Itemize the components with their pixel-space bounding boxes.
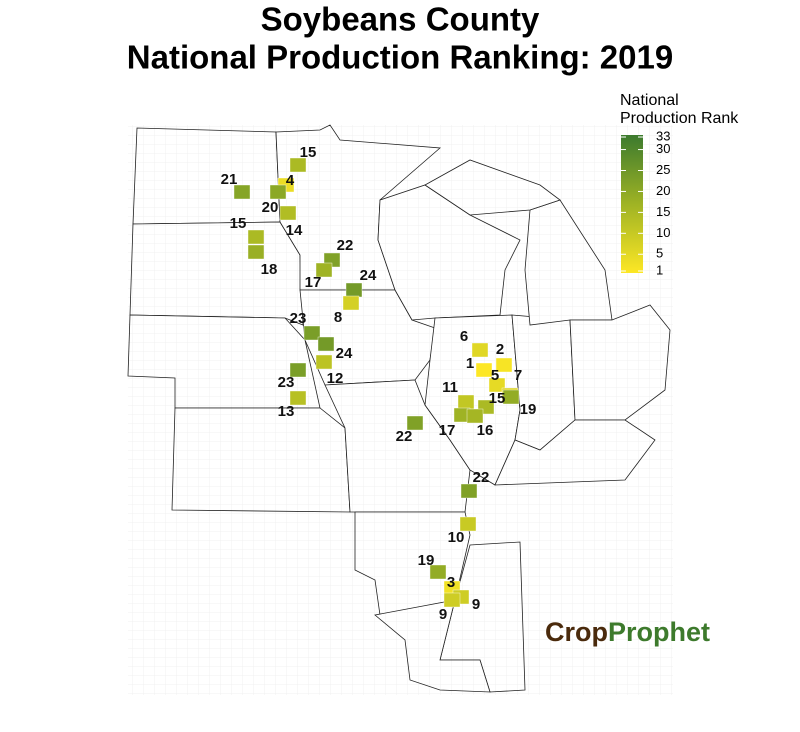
rank-label: 3 bbox=[447, 574, 455, 591]
legend-tick-label: 33 bbox=[656, 128, 670, 143]
county bbox=[345, 282, 363, 298]
county bbox=[471, 342, 489, 358]
legend-tick-label: 10 bbox=[656, 225, 670, 240]
logo: CropProphet bbox=[545, 617, 710, 647]
county bbox=[289, 362, 307, 378]
county bbox=[495, 357, 513, 373]
rank-label: 23 bbox=[278, 374, 295, 391]
rank-label: 19 bbox=[520, 401, 537, 418]
rank-label: 22 bbox=[396, 428, 413, 445]
title-line: National Production Ranking: 2019 bbox=[127, 39, 673, 76]
county bbox=[443, 592, 461, 608]
rank-label: 15 bbox=[230, 215, 247, 232]
rank-label: 24 bbox=[336, 345, 353, 362]
county bbox=[247, 229, 265, 245]
rank-label: 9 bbox=[472, 596, 480, 613]
county bbox=[460, 483, 478, 499]
county bbox=[279, 205, 297, 221]
county bbox=[289, 390, 307, 406]
county bbox=[466, 408, 484, 424]
rank-label: 5 bbox=[491, 367, 499, 384]
rank-label: 2 bbox=[496, 341, 504, 358]
color-bar bbox=[621, 135, 643, 273]
rank-label: 23 bbox=[290, 310, 307, 327]
rank-label: 9 bbox=[439, 606, 447, 623]
rank-label: 15 bbox=[300, 144, 317, 161]
rank-label: 10 bbox=[448, 529, 465, 546]
county bbox=[488, 377, 506, 393]
rank-label: 24 bbox=[360, 267, 377, 284]
county bbox=[317, 336, 335, 352]
county bbox=[269, 184, 287, 200]
rank-label: 22 bbox=[337, 237, 354, 254]
rank-label: 17 bbox=[439, 422, 456, 439]
county bbox=[233, 184, 251, 200]
county-grid bbox=[128, 125, 673, 695]
rank-label: 17 bbox=[305, 274, 322, 291]
county bbox=[315, 354, 333, 370]
legend-title: National bbox=[620, 92, 679, 109]
logo-part: Crop bbox=[545, 617, 608, 647]
rank-label: 8 bbox=[334, 309, 342, 326]
legend-title: Production Rank bbox=[620, 110, 739, 127]
rank-label: 15 bbox=[489, 390, 506, 407]
county bbox=[406, 415, 424, 431]
rank-label: 6 bbox=[460, 328, 468, 345]
county bbox=[429, 564, 447, 580]
legend-tick-label: 25 bbox=[656, 162, 670, 177]
rank-label: 14 bbox=[286, 222, 303, 239]
rank-label: 18 bbox=[261, 261, 278, 278]
legend-tick-label: 20 bbox=[656, 183, 670, 198]
logo-part: Prophet bbox=[608, 617, 710, 647]
county bbox=[289, 157, 307, 173]
rank-label: 22 bbox=[473, 469, 490, 486]
legend-tick-label: 30 bbox=[656, 141, 670, 156]
county bbox=[459, 516, 477, 532]
rank-label: 7 bbox=[514, 367, 522, 384]
rank-label: 12 bbox=[327, 370, 344, 387]
county bbox=[457, 394, 475, 410]
title-line: Soybeans County bbox=[261, 1, 540, 38]
rank-label: 4 bbox=[286, 172, 295, 189]
county bbox=[315, 262, 333, 278]
rank-label: 19 bbox=[418, 552, 435, 569]
county bbox=[502, 389, 520, 405]
rank-label: 1 bbox=[466, 355, 474, 372]
rank-label: 16 bbox=[477, 422, 494, 439]
legend-tick-label: 5 bbox=[656, 246, 663, 261]
legend-tick-label: 1 bbox=[656, 262, 663, 277]
county bbox=[475, 362, 493, 378]
rank-label: 21 bbox=[221, 171, 238, 188]
county bbox=[303, 325, 321, 341]
legend-tick-label: 15 bbox=[656, 204, 670, 219]
county bbox=[247, 244, 265, 260]
rank-label: 11 bbox=[442, 379, 458, 396]
rank-label: 20 bbox=[262, 199, 279, 216]
county bbox=[342, 295, 360, 311]
rank-label: 13 bbox=[278, 403, 295, 420]
